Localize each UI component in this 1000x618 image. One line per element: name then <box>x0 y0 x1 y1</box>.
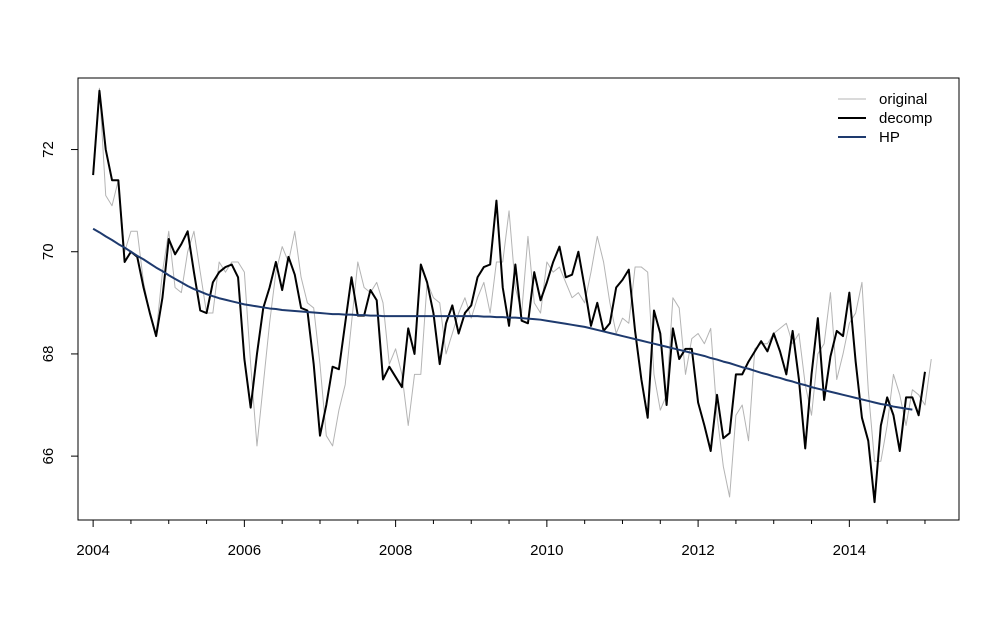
x-tick-label: 2008 <box>379 542 412 559</box>
x-tick-label: 2004 <box>76 542 109 559</box>
x-tick-label: 2010 <box>530 542 563 559</box>
x-tick-label: 2014 <box>833 542 866 559</box>
series-line-hp <box>92 227 913 411</box>
x-tick-label: 2006 <box>228 542 261 559</box>
x-axis: 2004 2006 2008 2010 2012 2014 <box>76 520 926 559</box>
plot-frame <box>77 77 960 521</box>
series-layer <box>92 87 932 504</box>
y-tick-label: 72 <box>40 141 57 158</box>
series-line-decomp <box>92 89 926 504</box>
legend-label-hp: HP <box>879 129 900 146</box>
x-tick-label: 2012 <box>681 542 714 559</box>
legend-label-decomp: decomp <box>879 110 932 127</box>
legend: original decomp HP <box>838 91 932 146</box>
y-tick-label: 68 <box>40 346 57 363</box>
y-axis: 66 68 70 72 <box>40 141 78 464</box>
y-tick-label: 70 <box>40 243 57 260</box>
y-tick-label: 66 <box>40 448 57 465</box>
legend-label-original: original <box>879 91 927 108</box>
